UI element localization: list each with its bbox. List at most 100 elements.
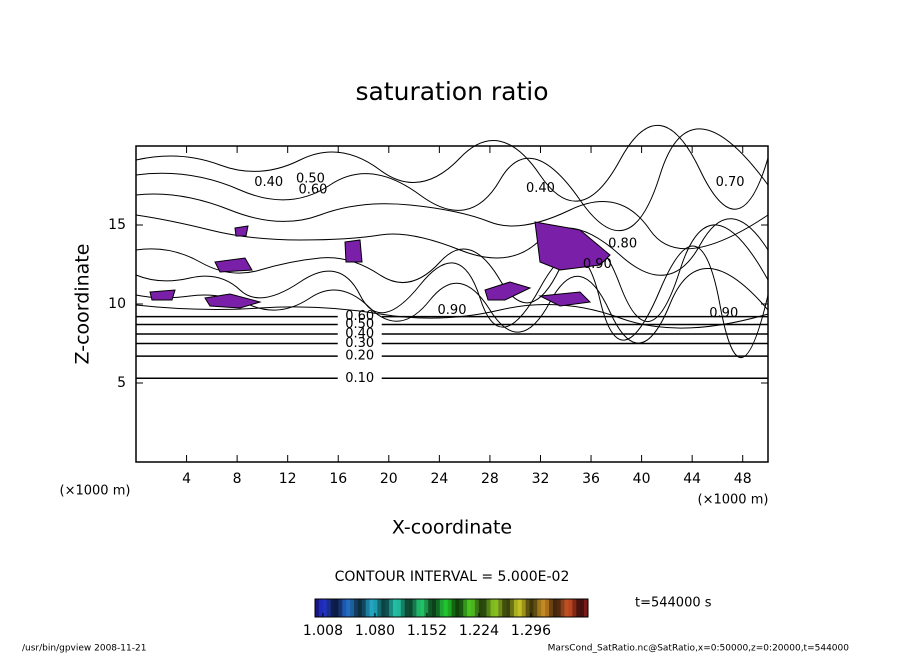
colorbar-stripe [432,599,437,617]
colorbar-stripe [354,599,359,617]
contour-line [135,245,769,358]
supersaturated-regions [149,221,611,309]
contour-label: 0.60 [345,309,374,324]
colorbar-stripe [451,599,456,617]
contour-line [135,214,769,276]
colorbar-stripe [326,599,331,617]
colorbar-stripe [467,599,472,617]
y-tick-label: 15 [108,217,126,233]
contour-label: 0.50 [345,317,374,332]
footer: /usr/bin/gpview 2008-11-21 [22,644,146,654]
colorbar-stripe [502,599,507,617]
colorbar-label: 1.080 [355,623,395,639]
colorbar-stripe [455,599,460,617]
contour-line [135,128,769,231]
contour-label: 0.20 [345,349,374,364]
x-tick-label: 48 [734,471,752,487]
colorbar-stripe [322,599,327,617]
colorbar-stripe [584,599,589,617]
colorbar-stripe [315,599,320,617]
colorbar-stripe [435,599,441,617]
x-tick-label: 4 [182,471,191,487]
contour-line [135,124,769,210]
colorbar-stripe [439,599,444,617]
x-tick-label: 44 [683,471,701,487]
x-tick-label: 32 [532,471,550,487]
x-tick-label: 24 [430,471,448,487]
colorbar-stripe [545,599,550,617]
colorbar-stripe [346,599,351,617]
colorbar-stripe [369,599,374,617]
x-tick-label: 8 [233,471,242,487]
contour-label: 0.50 [296,172,325,187]
colorbar-stripe [478,599,483,617]
contour-label: 0.30 [345,336,374,351]
colorbar-stripe [549,599,554,617]
contour-label: 0.60 [298,183,327,198]
contour-label: 0.90 [583,257,612,272]
contour-label: 0.80 [608,236,637,251]
colorbar-stripe [564,599,569,617]
contour-label: 0.40 [254,175,283,190]
colorbar-stripe [463,599,468,617]
colorbar-stripe [334,599,339,617]
y-tick-label: 10 [108,296,126,312]
colorbar-stripe [412,599,417,617]
colorbar-stripe [474,599,480,617]
colorbar-label: 1.152 [407,623,447,639]
colorbar-stripe [521,599,526,617]
colorbar-stripe [560,599,565,617]
colorbar-stripe [556,599,561,617]
supersaturated-patch [344,239,363,263]
colorbar-stripe [510,599,515,617]
colorbar-stripe [498,599,503,617]
supersaturated-patch [214,257,253,273]
y-tick-label: 5 [117,375,126,391]
supersaturated-patch [204,293,262,309]
turbulent-contours [135,124,769,358]
colorbar-stripe [350,599,355,617]
contour-label: 0.10 [345,371,374,386]
colorbar-stripe [396,599,402,617]
contour-label: 0.90 [709,306,738,321]
supersaturated-patch [538,291,592,307]
colorbar-stripe [373,599,378,617]
colorbar-stripe [381,599,386,617]
colorbar-stripe [416,599,421,617]
x-axis-label: X-coordinate [392,517,512,539]
contour-label: 0.70 [716,175,745,190]
colorbar-stripe [420,599,425,617]
colorbar-label: 1.296 [511,623,551,639]
supersaturated-patch [534,221,611,271]
colorbar-stripe [533,599,538,617]
supersaturated-patch [234,225,249,237]
contour-interval: CONTOUR INTERVAL = 5.000E-02 [335,569,570,585]
colorbar-stripe [377,599,382,617]
contour-label: 0.40 [526,181,555,196]
supersaturated-patch [149,289,176,301]
colorbar-stripe [494,599,499,617]
contour-line [135,193,769,250]
colorbar-stripe [506,599,511,617]
colorbar-stripe [330,599,335,617]
colorbar-stripe [385,599,390,617]
colorbar-stripe [393,599,398,617]
colorbar-stripe [357,599,363,617]
colorbar-stripe [408,599,413,617]
x-tick-label: 20 [380,471,398,487]
colorbar-frame [314,598,589,618]
colorbar-stripe [580,599,585,617]
x-unit: (×1000 m) [698,493,769,508]
colorbar-stripe [513,599,519,617]
chart-title: saturation ratio [355,77,548,106]
x-unit: (×1000 m) [60,484,131,499]
colorbar-stripe [338,599,343,617]
x-tick-label: 12 [279,471,297,487]
contour-label: 0.40 [345,327,374,342]
x-tick-label: 16 [329,471,347,487]
x-tick-label: 28 [481,471,499,487]
colorbar-stripe [490,599,495,617]
x-tick-label: 36 [582,471,600,487]
